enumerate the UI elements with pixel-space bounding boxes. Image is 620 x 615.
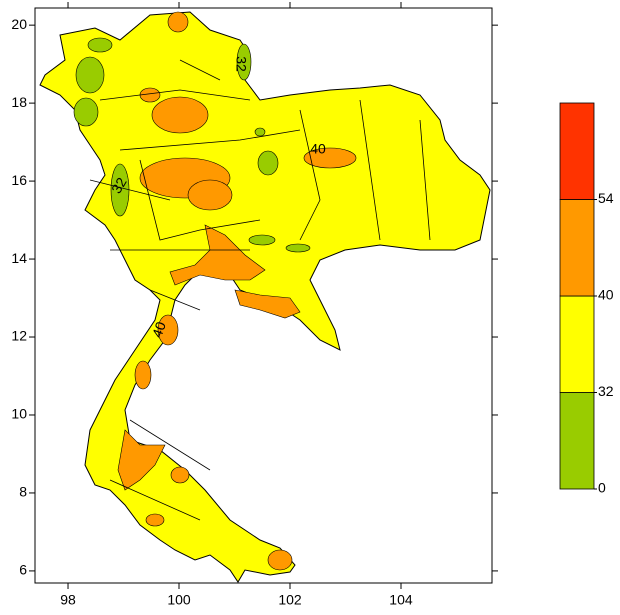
- x-tick-label: 104: [389, 592, 413, 608]
- x-tick-label: 98: [60, 592, 76, 608]
- axes: 98 100 102 104 6 8 10 12 14 16 18 20 40 32 40 32: [11, 2, 498, 608]
- colorbar-segment: [559, 102, 595, 200]
- colorbar-segment: [559, 295, 595, 393]
- plot-frame: [34, 7, 493, 584]
- colorbar: 0 32 40 54: [559, 102, 614, 496]
- contour-label: 40: [149, 319, 169, 339]
- colorbar-label: 32: [598, 383, 614, 399]
- contour-label: 32: [233, 56, 249, 72]
- y-tick-label: 8: [19, 484, 27, 500]
- colorbar-segment: [559, 392, 595, 490]
- colorbar-segment: [559, 199, 595, 297]
- map-shapes: [39, 11, 491, 583]
- colorbar-label: 54: [598, 190, 614, 206]
- green-zones: [73, 37, 311, 253]
- orange-zones: [117, 11, 357, 571]
- x-tick-label: 100: [167, 592, 191, 608]
- colorbar-label: 0: [598, 480, 606, 496]
- x-tick-label: 102: [278, 592, 302, 608]
- y-tick-label: 20: [11, 16, 27, 32]
- contour-label: 40: [310, 141, 326, 157]
- y-tick-label: 16: [11, 172, 27, 188]
- province-borders: [89, 59, 431, 521]
- y-tick-label: 14: [11, 250, 27, 266]
- y-tick-label: 18: [11, 94, 27, 110]
- y-tick-label: 6: [19, 562, 27, 578]
- y-tick-label: 10: [11, 406, 27, 422]
- colorbar-label: 40: [598, 287, 614, 303]
- y-tick-label: 12: [11, 328, 27, 344]
- contour-label: 32: [108, 174, 130, 196]
